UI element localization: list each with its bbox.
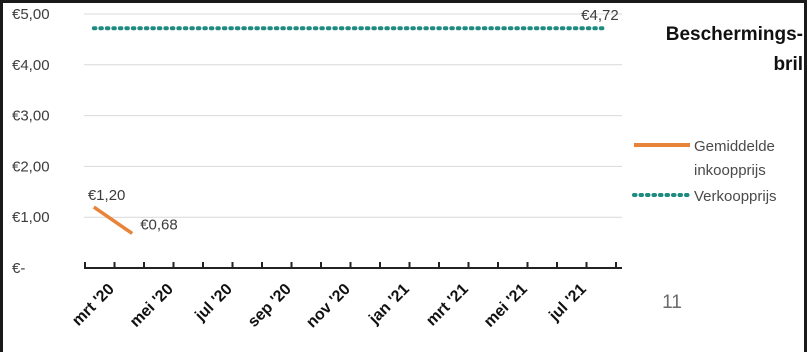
gridlines	[84, 13, 622, 218]
legend-label-inkoopprijs-line-2: inkoopprijs	[694, 162, 766, 179]
series-layer	[91, 26, 610, 235]
y-axis: €- €1,00 €2,00 €3,00 €4,00 €5,00	[12, 6, 50, 277]
x-tick-label: nov '20	[303, 281, 354, 332]
y-tick-label: €3,00	[12, 108, 50, 125]
x-tick-label: mei '21	[481, 281, 531, 331]
x-tick-label: mei '20	[127, 281, 177, 331]
data-label: €0,68	[140, 216, 178, 233]
data-label: €1,20	[88, 187, 126, 204]
legend-label-verkoopprijs: Verkoopprijs	[694, 188, 777, 205]
x-tick-label: jul '20	[191, 281, 235, 325]
chart-title-line-1: Beschermings-	[666, 24, 803, 45]
x-tick-label: mrt '21	[423, 281, 472, 330]
legend-label-inkoopprijs-line-1: Gemiddelde	[694, 138, 775, 155]
data-labels: €1,20 €0,68 €4,72	[88, 7, 619, 233]
page-number: 11	[662, 292, 682, 313]
y-tick-label: €1,00	[12, 209, 50, 226]
legend: Gemiddelde inkoopprijs Verkoopprijs	[632, 138, 777, 205]
data-label: €4,72	[581, 7, 619, 24]
x-axis: mrt '20 mei '20 jul '20 sep '20 nov '20 jan '…	[69, 262, 622, 331]
y-tick-label: €-	[12, 260, 25, 277]
x-tick-label: jan '21	[365, 281, 413, 329]
y-tick-label: €2,00	[12, 158, 50, 175]
y-tick-label: €5,00	[12, 6, 50, 23]
series-line-inkoopprijs	[92, 205, 134, 235]
chart-title-line-2: bril	[773, 54, 803, 75]
x-tick-label: sep '20	[245, 281, 295, 331]
y-tick-label: €4,00	[12, 57, 50, 74]
x-tick-label: jul '21	[545, 281, 589, 325]
x-tick-label: mrt '20	[69, 281, 118, 330]
